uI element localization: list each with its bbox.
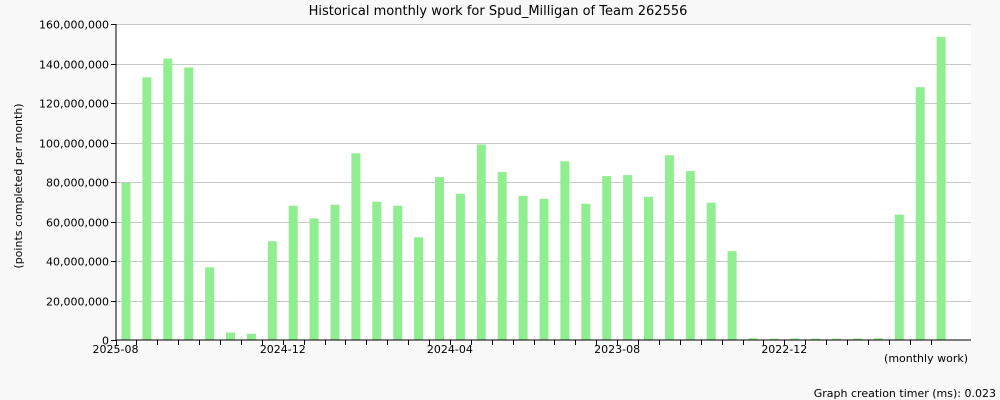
y-tick-label: 40,000,000	[46, 256, 109, 269]
y-tick-label: 60,000,000	[46, 217, 109, 230]
y-tick-label: 160,000,000	[39, 19, 109, 32]
bar	[706, 202, 716, 340]
y-tick-label: 140,000,000	[39, 59, 109, 72]
bar	[414, 237, 424, 340]
bar	[455, 193, 465, 340]
bar	[539, 198, 549, 340]
bar	[267, 241, 277, 340]
bar	[811, 338, 821, 340]
bar	[142, 77, 152, 340]
bar	[309, 218, 319, 340]
bar	[393, 205, 403, 340]
bar	[121, 182, 131, 340]
bar	[853, 338, 862, 340]
bar	[602, 176, 612, 340]
y-tick-label: 80,000,000	[46, 177, 109, 190]
y-axis-label: (points completed per month)	[12, 103, 25, 268]
bar	[163, 58, 173, 341]
bar	[184, 67, 194, 340]
y-tick-label: 0	[102, 335, 109, 348]
bar	[936, 36, 946, 341]
bar	[915, 87, 925, 340]
bar	[435, 177, 444, 340]
bar	[685, 171, 695, 340]
bars	[121, 36, 946, 341]
bar	[288, 205, 298, 340]
bar	[623, 175, 633, 340]
bar	[330, 204, 340, 340]
bar	[205, 267, 215, 340]
bar	[246, 333, 256, 340]
bar	[560, 161, 570, 340]
bar	[769, 338, 779, 340]
y-tick-label: 120,000,000	[39, 98, 109, 111]
x-tick-label: 2023-08	[594, 343, 640, 356]
bar	[476, 144, 486, 340]
bar	[497, 172, 507, 341]
bar	[664, 155, 674, 340]
x-axis-label: (monthly work)	[884, 352, 968, 365]
bar	[727, 251, 737, 341]
bar	[873, 338, 883, 340]
x-tick-label: 2022-12	[761, 343, 807, 356]
chart-title: Historical monthly work for Spud_Milliga…	[309, 4, 688, 19]
bar	[790, 338, 800, 340]
graph-timer-footer: Graph creation timer (ms): 0.023	[814, 387, 996, 400]
bar	[518, 195, 528, 340]
bar	[226, 332, 235, 340]
bar	[894, 214, 904, 340]
x-tick-label: 2024-04	[427, 343, 473, 356]
bar	[644, 196, 653, 340]
y-tick-label: 20,000,000	[46, 296, 109, 309]
y-axis-ticks: 0 20,000,000 40,000,000 60,000,000 80,000,00…	[39, 19, 116, 348]
bar	[372, 201, 382, 340]
bar	[581, 203, 591, 340]
bar	[832, 338, 842, 340]
x-axis-ticks: 2025-08 2024-12 2024-04 2023-08 2022-12	[93, 340, 932, 356]
x-tick-label: 2025-08	[93, 343, 139, 356]
y-tick-label: 100,000,000	[39, 138, 109, 151]
bar	[351, 153, 361, 340]
bar	[748, 338, 758, 340]
x-tick-label: 2024-12	[260, 343, 306, 356]
